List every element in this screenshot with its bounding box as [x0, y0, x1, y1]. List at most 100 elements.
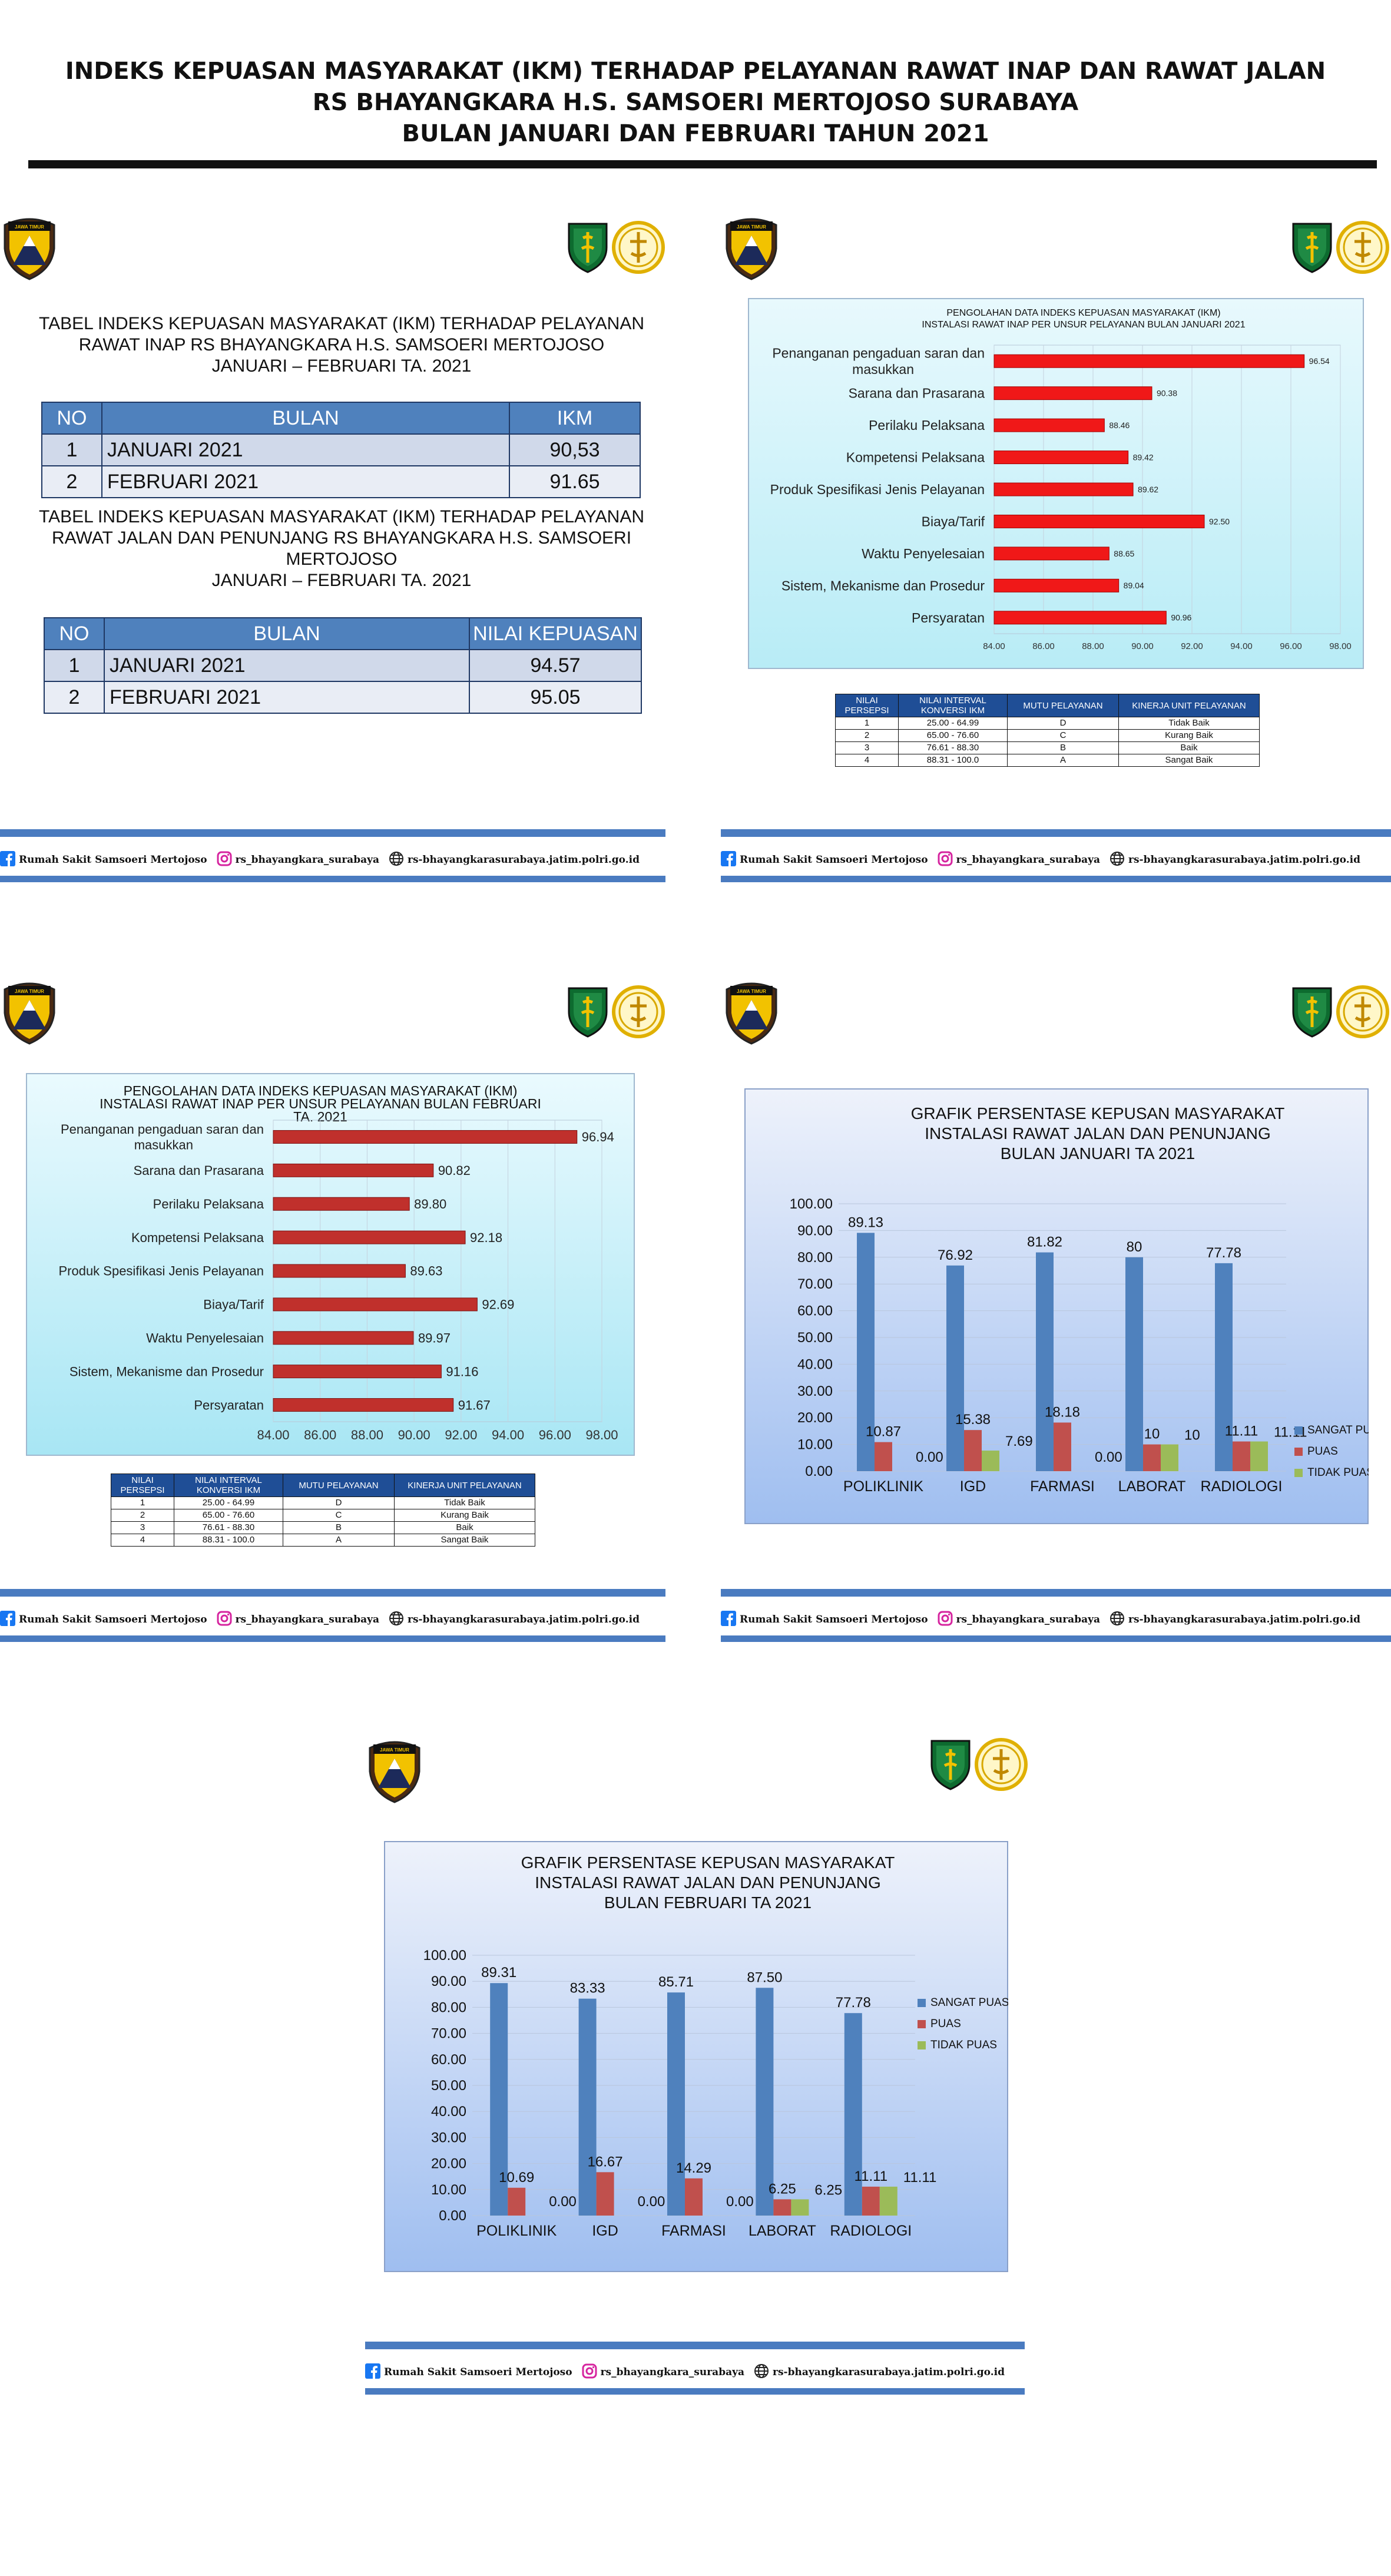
table-row: 1 25.00 - 64.99 D Tidak Baik [111, 1496, 535, 1509]
police-badge-logo: JAWA TIMUR [365, 1735, 424, 1807]
bar-value-label: 10.87 [866, 1424, 901, 1440]
instagram-link[interactable]: rs_bhayangkara_surabaya [938, 851, 1100, 869]
legend-swatch [918, 2020, 926, 2028]
title-line-3: BULAN JANUARI DAN FEBRUARI TAHUN 2021 [402, 120, 989, 147]
bar-tidak-puas [982, 1451, 999, 1471]
page-title: INDEKS KEPUASAN MASYARAKAT (IKM) TERHADA… [0, 56, 1391, 150]
facebook-icon [721, 850, 736, 869]
table-row: 1 JANUARI 2021 90,53 [41, 433, 641, 466]
bar-sangat-puas [1036, 1252, 1054, 1471]
category-label: Kompetensi Pelaksana [131, 1230, 264, 1245]
legend-swatch [1294, 1469, 1303, 1477]
instagram-link[interactable]: rs_bhayangkara_surabaya [938, 1611, 1100, 1629]
police-badge-logo: JAWA TIMUR [722, 976, 781, 1049]
facebook-icon [0, 1610, 15, 1629]
instagram-link[interactable]: rs_bhayangkara_surabaya [217, 1611, 379, 1629]
facebook-link[interactable]: Rumah Sakit Samsoeri Mertojoso [721, 850, 928, 869]
bar-sangat-puas [1215, 1263, 1233, 1471]
bar [993, 611, 1167, 625]
bar-tidak-puas [1161, 1444, 1178, 1471]
y-tick-label: 50.00 [431, 2078, 466, 2094]
bar-puas [1233, 1441, 1250, 1471]
category-label: Produk Spesifikasi Jenis Pelayanan [770, 482, 985, 497]
persepsi-header: MUTU PELAYANAN [283, 1474, 395, 1497]
bar-puas [1143, 1444, 1161, 1471]
footer-bar: Rumah Sakit Samsoeri Mertojoso rs_bhayan… [0, 1589, 665, 1642]
persepsi-cell: 4 [111, 1534, 174, 1547]
panel-ikm-tables: JAWA TIMUR TABEL INDEKS KEPUASAN MASYARA… [0, 212, 671, 889]
chart-rawat-jalan-januari: GRAFIK PERSENTASE KEPUSAN MASYARAKATINST… [744, 1088, 1369, 1524]
police-badge-logo: JAWA TIMUR [722, 212, 781, 284]
y-tick-label: 10.00 [431, 2182, 466, 2198]
facebook-link[interactable]: Rumah Sakit Samsoeri Mertojoso [721, 1610, 928, 1629]
legend-label: SANGAT PUAS [1307, 1424, 1369, 1436]
persepsi-cell: Tidak Baik [1118, 717, 1260, 730]
bar-value-label: 18.18 [1045, 1404, 1080, 1420]
persepsi-cell: Tidak Baik [394, 1496, 535, 1509]
category-label: Biaya/Tarif [203, 1297, 264, 1312]
police-badge-text: JAWA TIMUR [737, 224, 766, 230]
instagram-link[interactable]: rs_bhayangkara_surabaya [217, 851, 379, 869]
bar-value-label: 88.46 [1109, 420, 1130, 430]
y-tick-label: 50.00 [797, 1330, 833, 1346]
y-tick-label: 80.00 [431, 1999, 466, 2015]
police-badge-text: JAWA TIMUR [15, 989, 44, 994]
x-category-label: POLIKLINIK [843, 1478, 923, 1495]
x-tick-label: 90.00 [1131, 641, 1154, 651]
bar-sangat-puas [946, 1265, 964, 1471]
legend-swatch [1294, 1426, 1303, 1435]
persepsi-cell: 3 [835, 741, 899, 754]
persepsi-cell: 2 [111, 1509, 174, 1522]
website-link[interactable]: rs-bhayangkarasurabaya.jatim.polri.go.id [754, 2363, 1005, 2382]
x-tick-label: 84.00 [257, 1428, 289, 1442]
website-link[interactable]: rs-bhayangkarasurabaya.jatim.polri.go.id [1110, 851, 1360, 869]
facebook-link[interactable]: Rumah Sakit Samsoeri Mertojoso [365, 2363, 572, 2382]
footer-bottom-rule [0, 876, 665, 882]
bar-value-label: 0.00 [549, 2194, 577, 2210]
persepsi-cell: Kurang Baik [1118, 729, 1260, 742]
persepsi-cell: 25.00 - 64.99 [898, 717, 1008, 730]
title-line-2: RS BHAYANGKARA H.S. SAMSOERI MERTOJOSO S… [312, 89, 1079, 116]
bar-value-label: 6.25 [814, 2182, 842, 2198]
table-row: 2 FEBRUARI 2021 91.65 [41, 465, 641, 498]
persepsi-cell: 4 [835, 754, 899, 767]
website-link[interactable]: rs-bhayangkarasurabaya.jatim.polri.go.id [389, 1611, 640, 1629]
col-nilai-kepuasan: NILAI KEPUASAN [469, 617, 642, 650]
y-tick-label: 40.00 [797, 1356, 833, 1372]
persepsi-cell: 76.61 - 88.30 [898, 741, 1008, 754]
bar [273, 1398, 454, 1412]
bar [993, 386, 1152, 400]
facebook-link[interactable]: Rumah Sakit Samsoeri Mertojoso [0, 1610, 207, 1629]
bar-value-label: 76.92 [938, 1247, 973, 1263]
bar-value-label: 90.96 [1171, 613, 1191, 623]
persepsi-cell: Baik [1118, 741, 1260, 754]
police-badge-text: JAWA TIMUR [737, 989, 766, 994]
bar-value-label: 92.50 [1209, 516, 1230, 526]
website-link[interactable]: rs-bhayangkarasurabaya.jatim.polri.go.id [1110, 1611, 1360, 1629]
col-bulan: BULAN [101, 402, 510, 435]
persepsi-cell: D [283, 1496, 395, 1509]
y-tick-label: 10.00 [797, 1437, 833, 1453]
chart-title: INSTALASI RAWAT JALAN DAN PENUNJANG [925, 1124, 1271, 1143]
footer-bottom-rule [721, 876, 1391, 882]
instagram-link[interactable]: rs_bhayangkara_surabaya [582, 2363, 744, 2382]
facebook-link[interactable]: Rumah Sakit Samsoeri Mertojoso [0, 850, 207, 869]
bar-value-label: 96.54 [1309, 356, 1330, 366]
persepsi-cell: B [1007, 741, 1119, 754]
table-nilai-kepuasan-rawat-jalan: NO BULAN NILAI KEPUASAN 1 JANUARI 2021 9… [44, 617, 642, 714]
bar-value-label: 92.69 [482, 1297, 514, 1312]
table-row: 4 88.31 - 100.0 A Sangat Baik [835, 754, 1260, 767]
persepsi-cell: C [1007, 729, 1119, 742]
bar-value-label: 10.69 [499, 2170, 534, 2186]
bar [993, 482, 1134, 496]
instagram-icon [217, 851, 232, 869]
col-ikm: IKM [509, 402, 641, 435]
bar-value-label: 77.78 [1206, 1245, 1241, 1261]
website-link[interactable]: rs-bhayangkarasurabaya.jatim.polri.go.id [389, 851, 640, 869]
bar-puas [862, 2186, 880, 2216]
persepsi-cell: 1 [835, 717, 899, 730]
persepsi-cell: Baik [394, 1521, 535, 1534]
persepsi-cell: 3 [111, 1521, 174, 1534]
bar-tidak-puas [1250, 1441, 1268, 1471]
chart-title: PENGOLAHAN DATA INDEKS KEPUASAN MASYARAK… [124, 1083, 518, 1098]
